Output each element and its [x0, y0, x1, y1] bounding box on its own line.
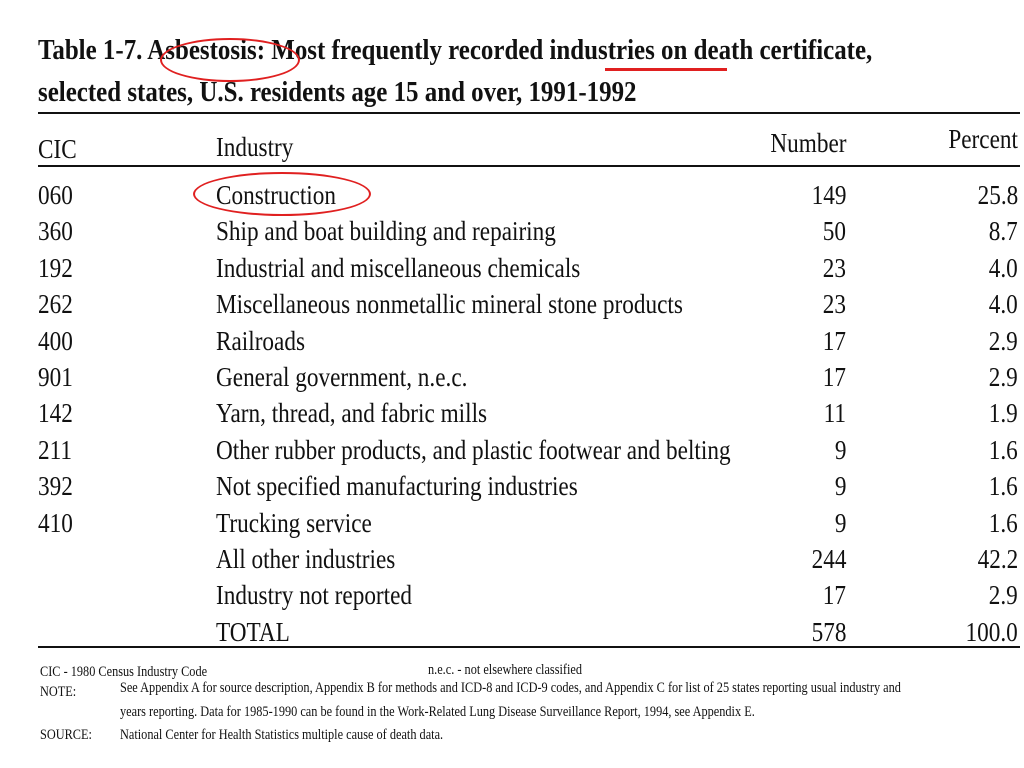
cic-cell: 360	[38, 216, 73, 247]
cic-cell: 901	[38, 362, 73, 392]
percent-cell: 25.8	[977, 180, 1018, 210]
percent-cell: 8.7	[988, 216, 1018, 247]
cic-cell: 400	[38, 325, 73, 356]
top-rule	[38, 112, 1020, 114]
note-line2: years reporting. Data for 1985-1990 can …	[120, 704, 755, 720]
table-row: All other industries 244 42.2	[0, 544, 1024, 580]
cic-cell: 060	[38, 180, 73, 210]
percent-cell: 1.6	[988, 434, 1018, 465]
industry-cell: Ship and boat building and repairing	[216, 216, 556, 247]
header-cic: CIC	[38, 134, 77, 164]
industry-cell: General government, n.e.c.	[216, 362, 468, 392]
table-row: TOTAL 578 100.0	[0, 617, 1024, 653]
number-cell: 244	[811, 544, 846, 574]
industry-cell: Not specified manufacturing industries	[216, 471, 578, 502]
number-cell: 23	[822, 252, 846, 283]
number-cell: 11	[823, 398, 846, 429]
percent-cell: 1.9	[988, 398, 1018, 429]
source-text: National Center for Health Statistics mu…	[120, 727, 444, 743]
percent-cell: 100.0	[965, 616, 1018, 647]
industry-cell: Industrial and miscellaneous chemicals	[216, 252, 581, 283]
header-number: Number	[769, 128, 846, 158]
number-cell: 578	[811, 616, 846, 647]
header-percent: Percent	[948, 124, 1018, 154]
industry-cell: Trucking service	[216, 507, 372, 538]
asbestosis-circle-annotation	[160, 38, 300, 82]
number-cell: 17	[822, 362, 846, 392]
number-cell: 50	[822, 216, 846, 247]
number-cell: 17	[822, 325, 846, 356]
industry-cell: All other industries	[216, 544, 396, 574]
header-industry: Industry	[216, 132, 294, 162]
number-cell: 9	[834, 434, 846, 465]
note-line1: See Appendix A for source description, A…	[120, 680, 901, 696]
industry-cell: Railroads	[216, 325, 305, 356]
footnote-cic: CIC - 1980 Census Industry Code	[40, 664, 208, 680]
industry-cell: TOTAL	[216, 616, 290, 647]
number-cell: 149	[811, 180, 846, 210]
percent-cell: 2.9	[988, 580, 1018, 611]
table-row: 400 Railroads 17 2.9	[0, 326, 1024, 362]
percent-cell: 2.9	[988, 325, 1018, 356]
number-cell: 23	[822, 289, 846, 320]
construction-circle-annotation	[193, 172, 371, 216]
number-cell: 9	[834, 507, 846, 538]
percent-cell: 42.2	[977, 544, 1018, 574]
table-row: 410 Trucking service 9 1.6	[0, 508, 1024, 544]
percent-cell: 4.0	[988, 252, 1018, 283]
percent-cell: 2.9	[988, 362, 1018, 392]
footnote-nec: n.e.c. - not elsewhere classified	[428, 662, 583, 678]
industry-cell: Miscellaneous nonmetallic mineral stone …	[216, 289, 683, 320]
note-label: NOTE:	[40, 684, 77, 700]
table-row: 901 General government, n.e.c. 17 2.9	[0, 362, 1024, 398]
table-row: Industry not reported 17 2.9	[0, 580, 1024, 616]
cic-cell: 262	[38, 289, 73, 320]
table-row: 192 Industrial and miscellaneous chemical…	[0, 253, 1024, 289]
table-row: 142 Yarn, thread, and fabric mills 11 1.9	[0, 398, 1024, 434]
table-title-line2: selected states, U.S. residents age 15 a…	[38, 76, 637, 108]
cic-cell: 142	[38, 398, 73, 429]
table-row: 060 Construction 149 25.8	[0, 180, 1024, 216]
industry-cell: Yarn, thread, and fabric mills	[216, 398, 488, 429]
table-row: 360 Ship and boat building and repairing 5…	[0, 216, 1024, 252]
number-cell: 17	[822, 580, 846, 611]
cic-cell: 392	[38, 471, 73, 502]
table-row: 262 Miscellaneous nonmetallic mineral sto…	[0, 289, 1024, 325]
table-row: 392 Not specified manufacturing industrie…	[0, 471, 1024, 507]
percent-cell: 4.0	[988, 289, 1018, 320]
percent-cell: 1.6	[988, 507, 1018, 538]
industry-cell: Industry not reported	[216, 580, 413, 611]
cic-cell: 211	[38, 434, 72, 465]
cic-cell: 410	[38, 507, 73, 538]
header-rule	[38, 165, 1020, 167]
table-row: 211 Other rubber products, and plastic fo…	[0, 435, 1024, 471]
source-label: SOURCE:	[40, 727, 92, 743]
number-cell: 9	[834, 471, 846, 502]
bottom-rule	[38, 646, 1020, 648]
industries-underline-annotation	[605, 68, 727, 71]
cic-cell: 192	[38, 252, 73, 283]
percent-cell: 1.6	[988, 471, 1018, 502]
industry-cell: Other rubber products, and plastic footw…	[216, 434, 731, 465]
